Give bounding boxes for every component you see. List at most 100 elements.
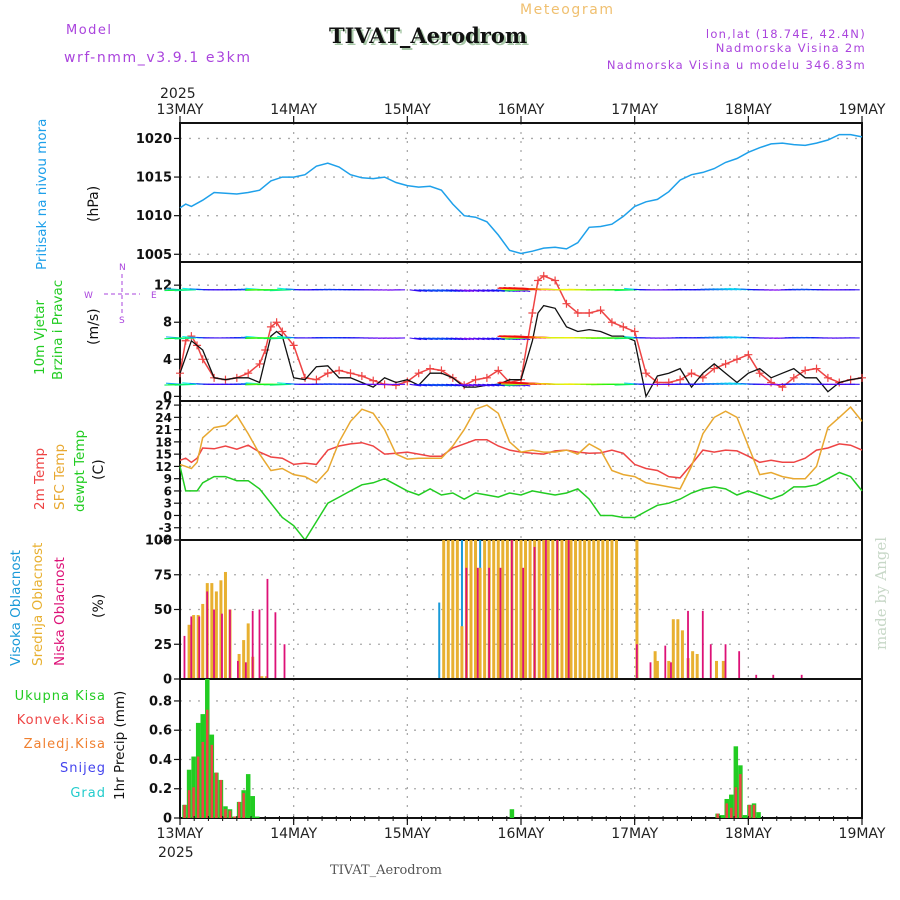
wind-speed-marker <box>357 371 366 380</box>
y-tick-label: 0 <box>163 390 172 405</box>
bar-srednja-oblacnost <box>260 676 264 679</box>
bar-niska-oblacnost <box>221 613 223 679</box>
wind-arrow <box>473 383 485 387</box>
bar-niska-oblacnost <box>510 540 513 679</box>
bar-srednja-oblacnost <box>219 580 223 679</box>
elevation: Nadmorska Visina 2m <box>716 41 866 55</box>
wind-arrow <box>486 383 500 387</box>
wind-arrow <box>464 289 475 292</box>
bar-srednja-oblacnost <box>442 540 446 679</box>
y-tick-label: 0.8 <box>149 694 172 709</box>
compass-icon: N S W E <box>84 263 157 326</box>
wind-speed-marker <box>539 271 548 280</box>
temp-unit: (C) <box>91 459 107 480</box>
wind-arrow <box>409 289 422 292</box>
x-tick-label-bottom: 17MAY <box>611 826 658 842</box>
x-tick-label-top: 13MAY <box>157 102 204 118</box>
wind-arrow <box>468 289 480 292</box>
y-tick-label: 12 <box>154 279 172 294</box>
low-cloud-label: Niska Oblacnost <box>52 557 68 666</box>
year-bottom: 2025 <box>158 845 194 861</box>
wind-speed-marker <box>562 299 571 308</box>
compass-n: N <box>119 263 126 273</box>
model-label: Model <box>66 23 113 38</box>
bar-srednja-oblacnost <box>587 540 591 679</box>
wind-arrow <box>414 337 428 341</box>
x-tick-label-bottom: 16MAY <box>498 826 545 842</box>
x-tick-label-bottom: 15MAY <box>384 826 431 842</box>
wind-speed-marker <box>369 376 378 385</box>
bar-srednja-oblacnost <box>187 624 191 679</box>
wind-speed-marker <box>346 369 355 378</box>
y-tick-label: 3 <box>164 497 172 511</box>
wind-speed-marker <box>698 373 707 382</box>
y-tick-label: 1010 <box>136 209 172 224</box>
y-tick-label: 15 <box>155 448 172 462</box>
wind-arrow <box>614 383 637 386</box>
y-tick-label: 1005 <box>136 248 172 263</box>
bar-niska-oblacnost <box>545 540 547 679</box>
wind-label-2: Brzina i Pravac <box>50 280 66 380</box>
compass-w: W <box>84 291 93 301</box>
wind-arrow <box>614 289 637 292</box>
bar-niska-oblacnost <box>567 540 570 679</box>
bar-srednja-oblacnost <box>614 540 618 679</box>
wind-speed-marker <box>619 322 628 331</box>
bar-niska-oblacnost <box>465 567 468 679</box>
mid-cloud-label: Srednja Oblacnost <box>30 543 46 666</box>
bar-konvek-kisa <box>233 816 236 818</box>
bar-srednja-oblacnost <box>451 540 455 679</box>
pressure-unit: (hPa) <box>86 186 102 222</box>
bar-konvek-kisa <box>196 756 200 818</box>
wind-speed-marker <box>721 359 730 368</box>
bar-srednja-oblacnost <box>695 653 699 679</box>
bar-konvek-kisa <box>215 772 218 818</box>
bar-niska-oblacnost <box>190 616 193 679</box>
bar-niska-oblacnost <box>198 616 201 679</box>
panel-0: 1005 1010 1015 1020 <box>136 122 863 263</box>
y-tick-label: 0.6 <box>149 724 172 739</box>
bar-srednja-oblacnost <box>505 540 509 679</box>
wind-speed-marker <box>676 375 685 384</box>
bar-niska-oblacnost <box>664 645 667 679</box>
wind-speed-marker <box>801 366 810 375</box>
bar-niska-oblacnost <box>274 612 277 679</box>
bar-srednja-oblacnost <box>583 540 587 679</box>
compass-s: S <box>119 316 125 326</box>
bar-konvek-kisa <box>730 807 733 818</box>
bar-srednja-oblacnost <box>667 660 671 679</box>
bar-srednja-oblacnost <box>492 540 496 679</box>
wind-speed-marker <box>789 373 798 382</box>
bar-srednja-oblacnost <box>196 615 200 679</box>
bar-konvek-kisa <box>183 804 186 818</box>
bar-konvek-kisa <box>201 741 204 818</box>
bar-niska-oblacnost <box>635 644 638 679</box>
wind-speed-marker <box>534 276 543 285</box>
wind-speed-marker <box>607 318 616 327</box>
pressure-label: Pritisak na nivou mora <box>34 119 50 270</box>
wind-speed-marker <box>255 359 264 368</box>
bar-konvek-kisa <box>725 803 728 818</box>
bar-konvek-kisa <box>228 810 232 818</box>
bar-srednja-oblacnost <box>455 540 459 679</box>
bar-konvek-kisa <box>748 804 751 818</box>
wind-speed-marker <box>187 332 196 341</box>
bar-srednja-oblacnost <box>605 540 609 679</box>
bar-srednja-oblacnost <box>546 540 550 679</box>
wind-arrow <box>473 289 485 292</box>
wind-speed-marker <box>755 369 764 378</box>
bar-niska-oblacnost <box>701 610 704 679</box>
bar-srednja-oblacnost <box>201 603 205 679</box>
meteogram-label: Meteogram <box>520 2 615 18</box>
bar-konvek-kisa <box>210 744 214 818</box>
y-tick-label: 8 <box>163 316 172 331</box>
wind-speed-marker <box>642 369 651 378</box>
wind-arrow <box>269 337 292 340</box>
series-line-10m-wind-speed-line- <box>179 304 863 399</box>
x-tick-label-top: 18MAY <box>725 102 772 118</box>
y-tick-label: 50 <box>154 603 172 618</box>
panel-1: 0 4 8 12 <box>154 261 866 405</box>
bar-srednja-oblacnost <box>601 540 605 679</box>
x-tick-label-top: 19MAY <box>839 102 886 118</box>
